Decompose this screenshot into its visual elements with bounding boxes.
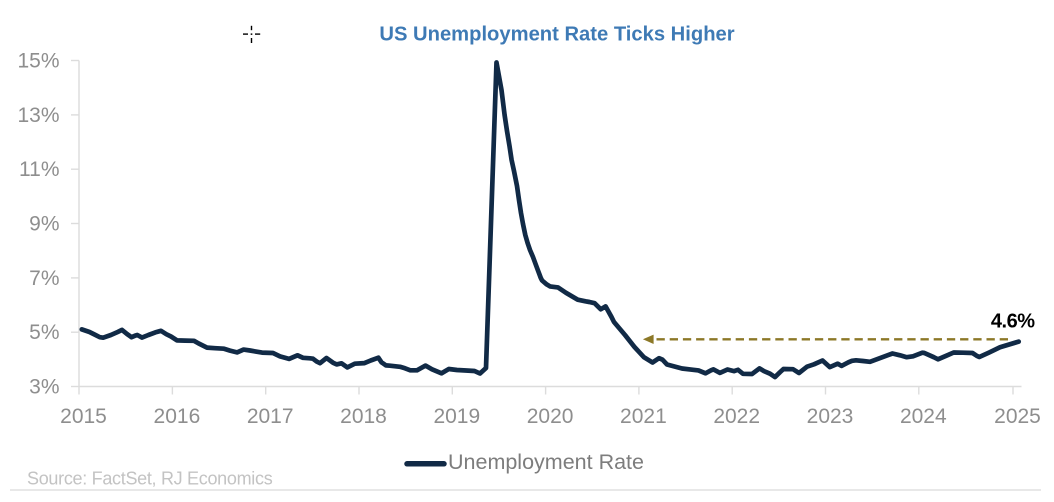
svg-text:2016: 2016 <box>154 405 201 428</box>
svg-text:2019: 2019 <box>433 405 480 428</box>
svg-text:2018: 2018 <box>340 405 387 428</box>
svg-text:2021: 2021 <box>620 405 667 428</box>
svg-text:2022: 2022 <box>713 405 760 428</box>
svg-text:2025: 2025 <box>994 405 1041 428</box>
svg-text:3%: 3% <box>29 376 59 399</box>
svg-text:2017: 2017 <box>247 405 294 428</box>
svg-text:15%: 15% <box>17 50 59 73</box>
svg-text:7%: 7% <box>29 267 59 290</box>
svg-text:US Unemployment Rate Ticks Hig: US Unemployment Rate Ticks Higher <box>379 24 734 46</box>
svg-text:2024: 2024 <box>900 405 947 428</box>
svg-text:Source: FactSet, RJ Economics: Source: FactSet, RJ Economics <box>27 469 273 489</box>
svg-text:5%: 5% <box>29 321 59 344</box>
svg-text:2020: 2020 <box>527 405 574 428</box>
svg-text:Unemployment Rate: Unemployment Rate <box>448 450 644 474</box>
svg-text:11%: 11% <box>19 158 59 181</box>
svg-text:13%: 13% <box>17 104 59 127</box>
svg-text:9%: 9% <box>29 213 59 236</box>
svg-text:4.6%: 4.6% <box>991 310 1035 332</box>
svg-text:2023: 2023 <box>807 405 854 428</box>
svg-text:2015: 2015 <box>60 405 107 428</box>
